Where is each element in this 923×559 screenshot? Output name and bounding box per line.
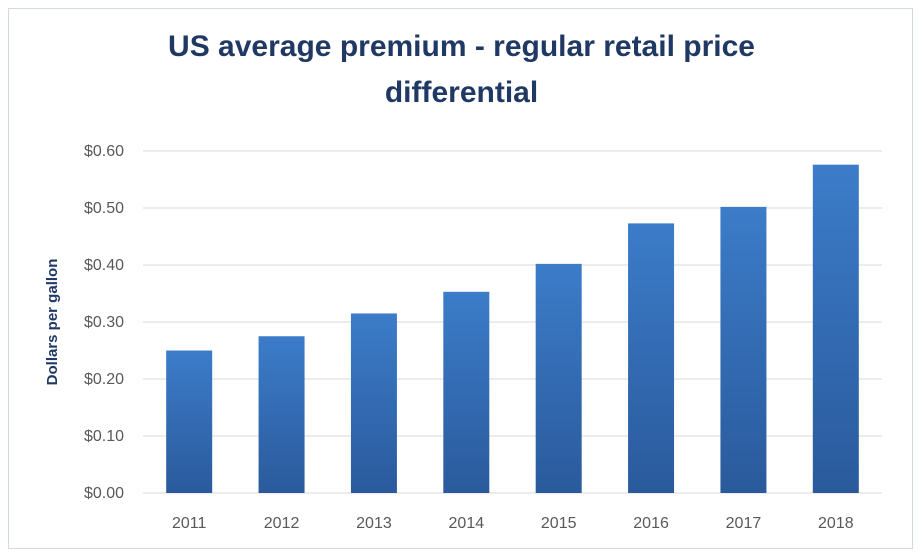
y-tick-label: $0.20 [84, 371, 124, 388]
x-tick-label-2018: 2018 [818, 515, 854, 532]
y-tick-labels: $0.00 $0.10 $0.20 $0.30 $0.40 $0.50 $0.60 [84, 143, 124, 502]
y-tick-label: $0.10 [84, 428, 124, 445]
y-tick-label: $0.40 [84, 257, 124, 274]
y-axis-label: Dollars per gallon [44, 259, 61, 386]
bar-2013 [350, 313, 397, 493]
x-tick-label-2013: 2013 [356, 515, 392, 532]
y-tick-label: $0.60 [84, 143, 124, 160]
gridlines [143, 150, 882, 494]
bar-2014 [443, 291, 490, 493]
x-tick-label-2012: 2012 [264, 515, 300, 532]
chart-title: US average premium - regular retail pric… [0, 24, 923, 116]
x-tick-label-2015: 2015 [541, 515, 577, 532]
bar-2017 [720, 206, 767, 494]
bar-2016 [628, 223, 675, 493]
y-tick-label: $0.50 [84, 200, 124, 217]
chart-title-line-2: differential [384, 76, 539, 109]
x-tick-label-2017: 2017 [726, 515, 762, 532]
bars [166, 164, 859, 494]
x-tick-label-2011: 2011 [172, 515, 207, 532]
x-tick-labels: 2011 2012 2013 2014 2015 2016 2017 2018 [172, 515, 854, 532]
bar-2015 [535, 263, 582, 493]
bar-2012 [258, 336, 305, 493]
y-tick-label: $0.30 [84, 314, 124, 331]
x-tick-label-2014: 2014 [449, 515, 485, 532]
x-tick-label-2016: 2016 [633, 515, 669, 532]
bar-2018 [812, 164, 859, 493]
bar-2011 [166, 350, 213, 493]
chart-title-line-1: US average premium - regular retail pric… [168, 30, 755, 63]
y-tick-label: $0.00 [84, 485, 124, 502]
